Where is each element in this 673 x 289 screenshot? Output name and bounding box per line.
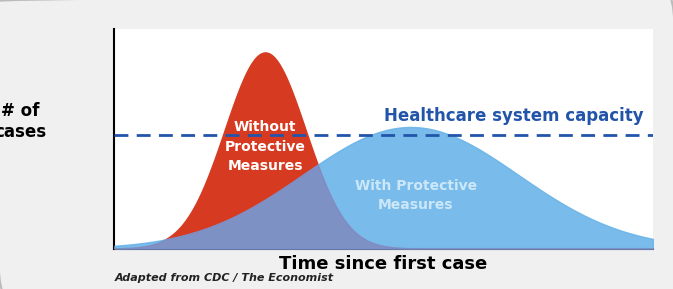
Text: # of
cases: # of cases xyxy=(0,102,46,141)
Text: Without
Protective
Measures: Without Protective Measures xyxy=(225,120,306,173)
Text: Healthcare system capacity: Healthcare system capacity xyxy=(384,107,643,125)
Text: With Protective
Measures: With Protective Measures xyxy=(355,179,477,212)
X-axis label: Time since first case: Time since first case xyxy=(279,255,488,273)
Text: Adapted from CDC / The Economist: Adapted from CDC / The Economist xyxy=(114,273,334,283)
